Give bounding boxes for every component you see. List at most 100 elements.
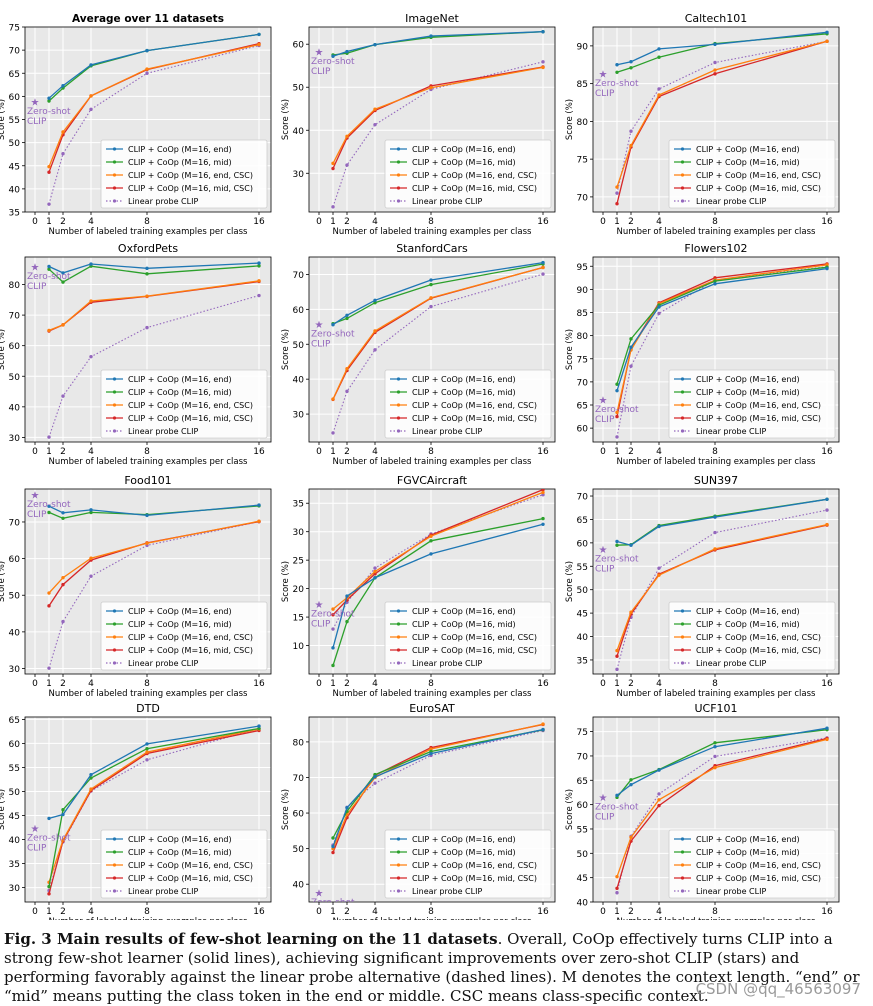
legend-box — [668, 601, 836, 671]
data-point-clip-coop-m-16-end — [331, 844, 335, 849]
legend-marker-clip-coop-m-16-mid-csc — [680, 648, 685, 652]
x-axis-label: Number of labeled training examples per … — [617, 917, 816, 920]
data-point-clip-coop-m-16-end — [145, 266, 149, 271]
data-point-clip-coop-m-16-end-csc — [657, 573, 661, 577]
x-axis-label: Number of labeled training examples per … — [49, 457, 248, 467]
y-tick-label: 10 — [293, 642, 305, 652]
legend-marker-clip-coop-m-16-mid-csc — [396, 186, 401, 190]
data-point-clip-coop-m-16-end — [257, 503, 261, 507]
x-tick-label: 4 — [656, 679, 662, 689]
legend-marker-clip-coop-m-16-end — [396, 377, 401, 381]
x-tick-label: 8 — [428, 447, 434, 457]
y-axis-label: Score (%) — [281, 561, 291, 602]
legend-marker-clip-coop-m-16-end — [396, 837, 401, 841]
legend-average-over-11-datasets: CLIP + CoOp (M=16, end) CLIP + CoOp (M=16… — [100, 139, 268, 209]
zero-shot-label-line2: CLIP — [311, 340, 331, 350]
data-point-linear-probe-clip — [657, 792, 661, 796]
legend-label-clip-coop-m-16-end-csc: CLIP + CoOp (M=16, end, CSC) — [412, 171, 537, 180]
chart-ucf101: 40 45 50 55 60 65 70 75 012 4 8 16 UCF101 Number of l… — [565, 702, 840, 920]
legend-label-clip-coop-m-16-mid: CLIP + CoOp (M=16, mid) — [696, 620, 800, 629]
data-point-clip-coop-m-16-mid — [629, 66, 633, 70]
data-point-clip-coop-m-16-mid-csc — [331, 613, 335, 617]
zero-shot-label-line2: CLIP — [27, 843, 47, 853]
y-axis-label: Score (%) — [565, 561, 575, 602]
y-tick-label: 50 — [9, 592, 21, 602]
y-tick-label: 70 — [293, 774, 305, 784]
legend-marker-clip-coop-m-16-mid — [112, 850, 117, 854]
data-point-clip-coop-m-16-end-csc — [541, 65, 545, 70]
zero-shot-label-line2: CLIP — [311, 620, 331, 630]
data-point-linear-probe-clip — [331, 431, 335, 435]
zero-shot-label-line1: Zero-shot — [27, 833, 71, 843]
zero-shot-label-line2: CLIP — [27, 282, 47, 292]
zero-shot-label-line1: Zero-shot — [595, 554, 639, 564]
data-point-clip-coop-m-16-end-csc — [145, 67, 149, 71]
data-point-linear-probe-clip — [541, 60, 545, 64]
x-tick-label: 2 — [60, 447, 66, 457]
y-tick-label: 50 — [9, 788, 21, 798]
data-point-clip-coop-m-16-mid — [629, 778, 633, 782]
chart-title: OxfordPets — [118, 242, 178, 255]
y-tick-label: 30 — [9, 665, 21, 675]
zero-shot-star-icon: ★ — [315, 47, 324, 58]
data-point-clip-coop-m-16-mid — [89, 776, 93, 780]
y-tick-label: 60 — [9, 342, 21, 352]
caption-lead: Fig. 3 Main results of few-shot learning… — [4, 930, 498, 948]
data-point-clip-coop-m-16-mid — [61, 280, 65, 284]
x-tick-label: 8 — [712, 907, 718, 917]
x-tick-label: 16 — [821, 447, 833, 457]
legend-marker-clip-coop-m-16-mid — [396, 160, 401, 164]
legend-box — [100, 139, 268, 209]
data-point-clip-coop-m-16-end-csc — [345, 366, 349, 371]
legend-label-linear-probe-clip: Linear probe CLIP — [696, 659, 766, 668]
y-tick-label: 55 — [577, 825, 588, 835]
data-point-clip-coop-m-16-end — [825, 497, 829, 502]
x-tick-label: 16 — [537, 907, 549, 917]
legend-marker-clip-coop-m-16-mid — [112, 390, 117, 394]
x-tick-label: 8 — [712, 217, 718, 227]
legend-label-clip-coop-m-16-end-csc: CLIP + CoOp (M=16, end, CSC) — [412, 401, 537, 410]
x-tick-label: 4 — [372, 679, 378, 689]
y-axis-label: Score (%) — [281, 99, 291, 140]
data-point-clip-coop-m-16-mid-csc — [541, 489, 545, 492]
legend-box — [384, 369, 552, 439]
data-point-clip-coop-m-16-mid-csc — [47, 892, 51, 896]
y-tick-label: 80 — [577, 118, 589, 128]
data-point-clip-coop-m-16-mid-csc — [615, 414, 619, 419]
data-point-clip-coop-m-16-end — [89, 262, 93, 266]
legend-label-clip-coop-m-16-end: CLIP + CoOp (M=16, end) — [128, 835, 232, 844]
data-point-clip-coop-m-16-end — [629, 543, 633, 547]
data-point-clip-coop-m-16-end — [429, 751, 433, 756]
data-point-clip-coop-m-16-end — [257, 261, 261, 265]
x-tick-label: 1 — [330, 217, 336, 227]
legend-label-clip-coop-m-16-mid: CLIP + CoOp (M=16, mid) — [696, 848, 800, 857]
x-tick-label: 1 — [330, 447, 336, 457]
legend-label-clip-coop-m-16-mid-csc: CLIP + CoOp (M=16, mid, CSC) — [412, 874, 537, 883]
data-point-clip-coop-m-16-end-csc — [257, 42, 261, 47]
y-tick-label: 50 — [293, 84, 305, 94]
data-point-clip-coop-m-16-end-csc — [47, 164, 51, 169]
y-tick-label: 40 — [293, 127, 305, 137]
data-point-linear-probe-clip — [373, 348, 377, 352]
zero-shot-star-icon: ★ — [31, 262, 40, 273]
zero-shot-label-line1: Zero-shot — [311, 330, 355, 340]
chart-title: Average over 11 datasets — [72, 13, 224, 25]
y-tick-label: 15 — [293, 614, 304, 624]
x-tick-label: 2 — [628, 679, 634, 689]
y-tick-label: 50 — [577, 850, 589, 860]
data-point-linear-probe-clip — [47, 202, 51, 206]
data-point-clip-coop-m-16-end-csc — [331, 161, 335, 166]
chart-oxfordpets: 30 40 50 60 70 80 0 1 2 4 8 16 OxfordPets Number of l… — [0, 242, 272, 467]
y-tick-label: 70 — [577, 378, 589, 388]
data-point-clip-coop-m-16-end-csc — [657, 798, 661, 802]
data-point-linear-probe-clip — [345, 163, 349, 167]
x-axis-label: Number of labeled training examples per … — [617, 689, 816, 699]
data-point-clip-coop-m-16-end-csc — [429, 747, 433, 751]
legend-sun397: CLIP + CoOp (M=16, end) CLIP + CoOp (M=16… — [668, 601, 836, 671]
zero-shot-label-line2: CLIP — [595, 564, 615, 574]
y-axis-label: Score (%) — [565, 329, 575, 370]
data-point-clip-coop-m-16-end-csc — [89, 787, 93, 791]
